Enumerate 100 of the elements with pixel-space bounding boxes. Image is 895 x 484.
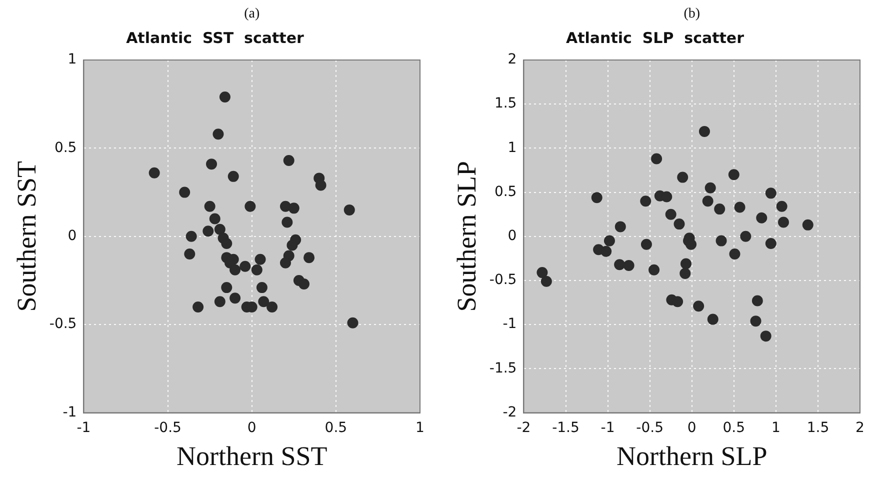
y-tick-label: -0.5 xyxy=(49,316,77,332)
point xyxy=(244,200,256,212)
point xyxy=(728,169,740,180)
point xyxy=(693,300,704,312)
text: (a) xyxy=(244,6,260,22)
point xyxy=(698,126,710,137)
point xyxy=(752,295,763,306)
point xyxy=(651,153,662,164)
point xyxy=(209,213,220,224)
point xyxy=(760,330,772,342)
x-tick-label: 1 xyxy=(771,420,780,436)
y-tick-label: -1 xyxy=(62,404,77,420)
y-tick-label: 0 xyxy=(68,228,77,244)
x-axis-title: Northern SLP xyxy=(616,440,768,471)
point xyxy=(702,196,714,207)
point xyxy=(540,276,552,287)
x-tick-label: -0.5 xyxy=(154,420,182,436)
point xyxy=(179,186,190,198)
y-tick-label: -2 xyxy=(502,404,517,420)
point xyxy=(536,267,548,278)
point xyxy=(765,238,776,249)
y-tick-label: 0.5 xyxy=(494,184,517,200)
chart-title: Atlantic SST scatter xyxy=(126,28,305,47)
point xyxy=(256,282,268,294)
point xyxy=(192,301,204,312)
point xyxy=(288,202,300,214)
y-tick-label: 1 xyxy=(508,140,517,156)
point xyxy=(214,224,226,235)
point xyxy=(230,264,241,276)
point xyxy=(714,204,726,215)
point xyxy=(315,180,326,191)
text: (b) xyxy=(684,6,700,22)
x-tick-label: 2 xyxy=(856,420,864,436)
point xyxy=(740,230,752,242)
point xyxy=(765,188,776,199)
y-tick-label: 0.5 xyxy=(54,140,77,156)
point xyxy=(221,238,232,249)
point xyxy=(280,257,291,268)
point xyxy=(665,208,676,220)
y-axis-title: Southern SLP xyxy=(451,161,482,312)
point xyxy=(228,170,239,182)
chart-title: Atlantic SLP scatter xyxy=(566,28,745,47)
point xyxy=(734,202,746,213)
point xyxy=(677,172,688,183)
x-tick-label: 1.5 xyxy=(806,420,830,436)
x-tick-label: -0.5 xyxy=(636,420,664,436)
point xyxy=(283,155,294,166)
point xyxy=(347,317,358,328)
point xyxy=(186,230,197,242)
point xyxy=(591,192,602,204)
y-tick-label: -1.5 xyxy=(489,360,517,376)
point xyxy=(614,259,626,270)
y-tick-label: 1.5 xyxy=(494,96,517,112)
point xyxy=(600,246,612,257)
point xyxy=(214,296,226,308)
point xyxy=(729,248,740,260)
x-tick-label: 0.5 xyxy=(324,420,348,436)
y-tick-label: 2 xyxy=(508,52,517,68)
y-tick-label: 1 xyxy=(68,52,77,68)
x-tick-label: 0 xyxy=(687,420,696,436)
point xyxy=(716,235,727,246)
x-tick-label: 0.5 xyxy=(722,420,746,436)
point xyxy=(640,238,652,250)
point xyxy=(230,292,241,304)
point xyxy=(282,216,293,228)
point xyxy=(251,264,262,276)
x-axis-title: Northern SST xyxy=(176,440,328,471)
x-tick-label: 0 xyxy=(247,420,256,436)
point xyxy=(778,216,789,228)
point xyxy=(680,258,692,270)
point xyxy=(614,221,626,232)
point xyxy=(204,200,216,212)
point xyxy=(148,167,160,178)
point xyxy=(344,204,355,216)
point xyxy=(661,191,672,202)
y-tick-label: -0.5 xyxy=(489,272,517,288)
x-tick-label: 1 xyxy=(416,420,424,436)
point xyxy=(212,128,224,140)
point xyxy=(254,254,266,265)
point xyxy=(184,248,196,260)
point xyxy=(286,240,298,251)
point xyxy=(674,218,685,230)
point xyxy=(240,260,251,272)
point xyxy=(202,226,214,237)
y-tick-label: -1 xyxy=(502,316,517,332)
point xyxy=(756,212,768,224)
point xyxy=(221,282,232,294)
point xyxy=(298,278,310,290)
point xyxy=(672,296,684,308)
point xyxy=(604,235,615,246)
point xyxy=(266,301,278,312)
y-tick-label: 0 xyxy=(508,228,517,244)
point xyxy=(680,268,691,279)
point xyxy=(704,182,716,194)
point xyxy=(750,316,762,327)
point xyxy=(776,200,788,212)
point xyxy=(707,314,718,325)
y-axis-title: Southern SST xyxy=(11,160,42,312)
x-tick-label: -1.5 xyxy=(552,420,580,436)
point xyxy=(219,92,230,103)
